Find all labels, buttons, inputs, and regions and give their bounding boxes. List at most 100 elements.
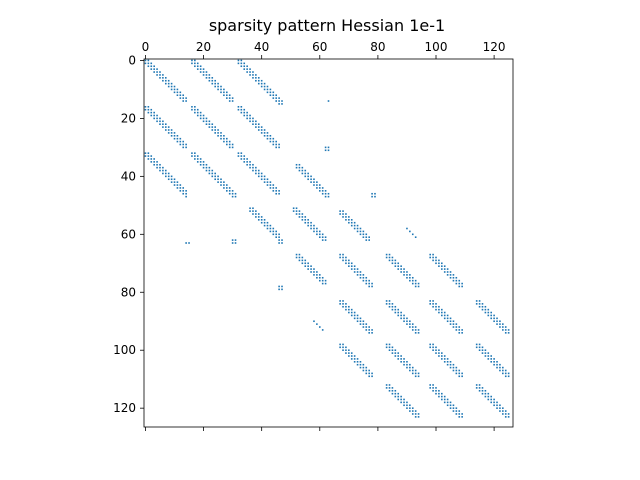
nonzero-marker xyxy=(365,329,368,331)
nonzero-marker xyxy=(298,210,301,212)
nonzero-marker xyxy=(353,221,356,224)
nonzero-marker xyxy=(226,137,228,140)
nonzero-marker xyxy=(502,369,504,372)
nonzero-marker xyxy=(446,314,449,317)
nonzero-marker xyxy=(170,129,173,131)
nonzero-marker xyxy=(400,271,402,273)
nonzero-marker xyxy=(397,308,400,311)
nonzero-marker xyxy=(272,190,275,192)
nonzero-marker xyxy=(493,398,495,401)
nonzero-marker xyxy=(406,317,408,320)
nonzero-marker xyxy=(461,372,463,375)
nonzero-marker xyxy=(313,271,315,273)
nonzero-marker xyxy=(359,361,362,363)
nonzero-marker xyxy=(263,88,266,91)
nonzero-marker xyxy=(147,62,150,65)
nonzero-marker xyxy=(266,224,269,227)
nonzero-marker xyxy=(220,137,222,140)
nonzero-marker xyxy=(150,155,153,157)
nonzero-marker xyxy=(208,74,211,76)
nonzero-marker xyxy=(417,375,420,378)
nonzero-marker xyxy=(278,192,280,195)
nonzero-marker xyxy=(304,265,307,267)
nonzero-marker xyxy=(226,143,228,146)
nonzero-marker xyxy=(493,358,495,360)
nonzero-marker xyxy=(414,372,417,375)
nonzero-marker xyxy=(484,352,487,354)
nonzero-marker xyxy=(435,352,437,354)
nonzero-marker xyxy=(475,384,478,386)
nonzero-marker xyxy=(397,352,400,354)
nonzero-marker xyxy=(147,65,150,68)
nonzero-marker xyxy=(223,134,225,137)
nonzero-marker xyxy=(255,74,257,76)
nonzero-marker xyxy=(164,126,167,128)
x-tick-label: 20 xyxy=(196,40,211,54)
nonzero-marker xyxy=(504,369,507,372)
nonzero-marker xyxy=(199,117,202,120)
nonzero-marker xyxy=(365,282,368,285)
nonzero-marker xyxy=(406,407,408,409)
nonzero-marker xyxy=(365,236,368,238)
nonzero-marker xyxy=(249,161,251,163)
nonzero-marker xyxy=(260,126,263,128)
nonzero-marker xyxy=(406,361,408,363)
nonzero-marker xyxy=(435,346,437,349)
nonzero-marker xyxy=(435,256,437,259)
nonzero-marker xyxy=(194,158,196,160)
nonzero-marker xyxy=(179,97,182,99)
nonzero-marker xyxy=(496,401,498,404)
nonzero-marker xyxy=(310,178,312,181)
nonzero-marker xyxy=(295,213,298,215)
nonzero-marker xyxy=(394,311,397,314)
nonzero-marker xyxy=(400,317,402,320)
nonzero-marker xyxy=(368,282,370,285)
nonzero-marker xyxy=(348,305,350,308)
nonzero-marker xyxy=(257,82,260,85)
nonzero-marker xyxy=(324,236,327,238)
nonzero-marker xyxy=(156,68,158,70)
nonzero-marker xyxy=(240,62,243,65)
y-tick-label: 100 xyxy=(113,343,136,357)
nonzero-marker xyxy=(202,74,205,76)
nonzero-marker xyxy=(327,192,330,195)
nonzero-marker xyxy=(162,126,164,128)
nonzero-marker xyxy=(414,329,417,331)
nonzero-marker xyxy=(316,276,318,279)
nonzero-marker xyxy=(411,276,414,279)
nonzero-marker xyxy=(292,207,295,210)
nonzero-marker xyxy=(356,317,359,320)
nonzero-marker xyxy=(406,276,408,279)
nonzero-marker xyxy=(179,184,182,186)
nonzero-marker xyxy=(455,329,458,331)
nonzero-marker xyxy=(266,221,269,224)
nonzero-marker xyxy=(182,143,185,146)
nonzero-marker xyxy=(208,172,211,175)
nonzero-marker xyxy=(182,100,185,102)
nonzero-marker xyxy=(481,387,484,389)
nonzero-marker xyxy=(481,308,484,311)
nonzero-marker xyxy=(307,172,309,175)
nonzero-marker xyxy=(432,300,434,302)
nonzero-marker xyxy=(359,317,362,320)
nonzero-marker xyxy=(403,274,405,276)
nonzero-marker xyxy=(438,262,440,265)
nonzero-marker xyxy=(368,326,370,328)
nonzero-marker xyxy=(199,163,202,166)
nonzero-marker xyxy=(359,274,362,276)
nonzero-marker xyxy=(438,355,440,357)
nonzero-marker xyxy=(455,407,458,409)
nonzero-marker xyxy=(359,271,362,273)
nonzero-marker xyxy=(490,398,493,401)
nonzero-marker xyxy=(150,158,153,160)
nonzero-marker xyxy=(443,398,446,401)
nonzero-marker xyxy=(362,279,365,282)
nonzero-marker xyxy=(202,114,205,117)
nonzero-marker xyxy=(484,355,487,357)
nonzero-marker xyxy=(452,369,455,372)
nonzero-marker xyxy=(228,146,231,149)
nonzero-marker xyxy=(455,410,458,412)
nonzero-marker xyxy=(493,404,495,407)
nonzero-marker xyxy=(397,262,400,265)
nonzero-marker xyxy=(179,137,182,140)
